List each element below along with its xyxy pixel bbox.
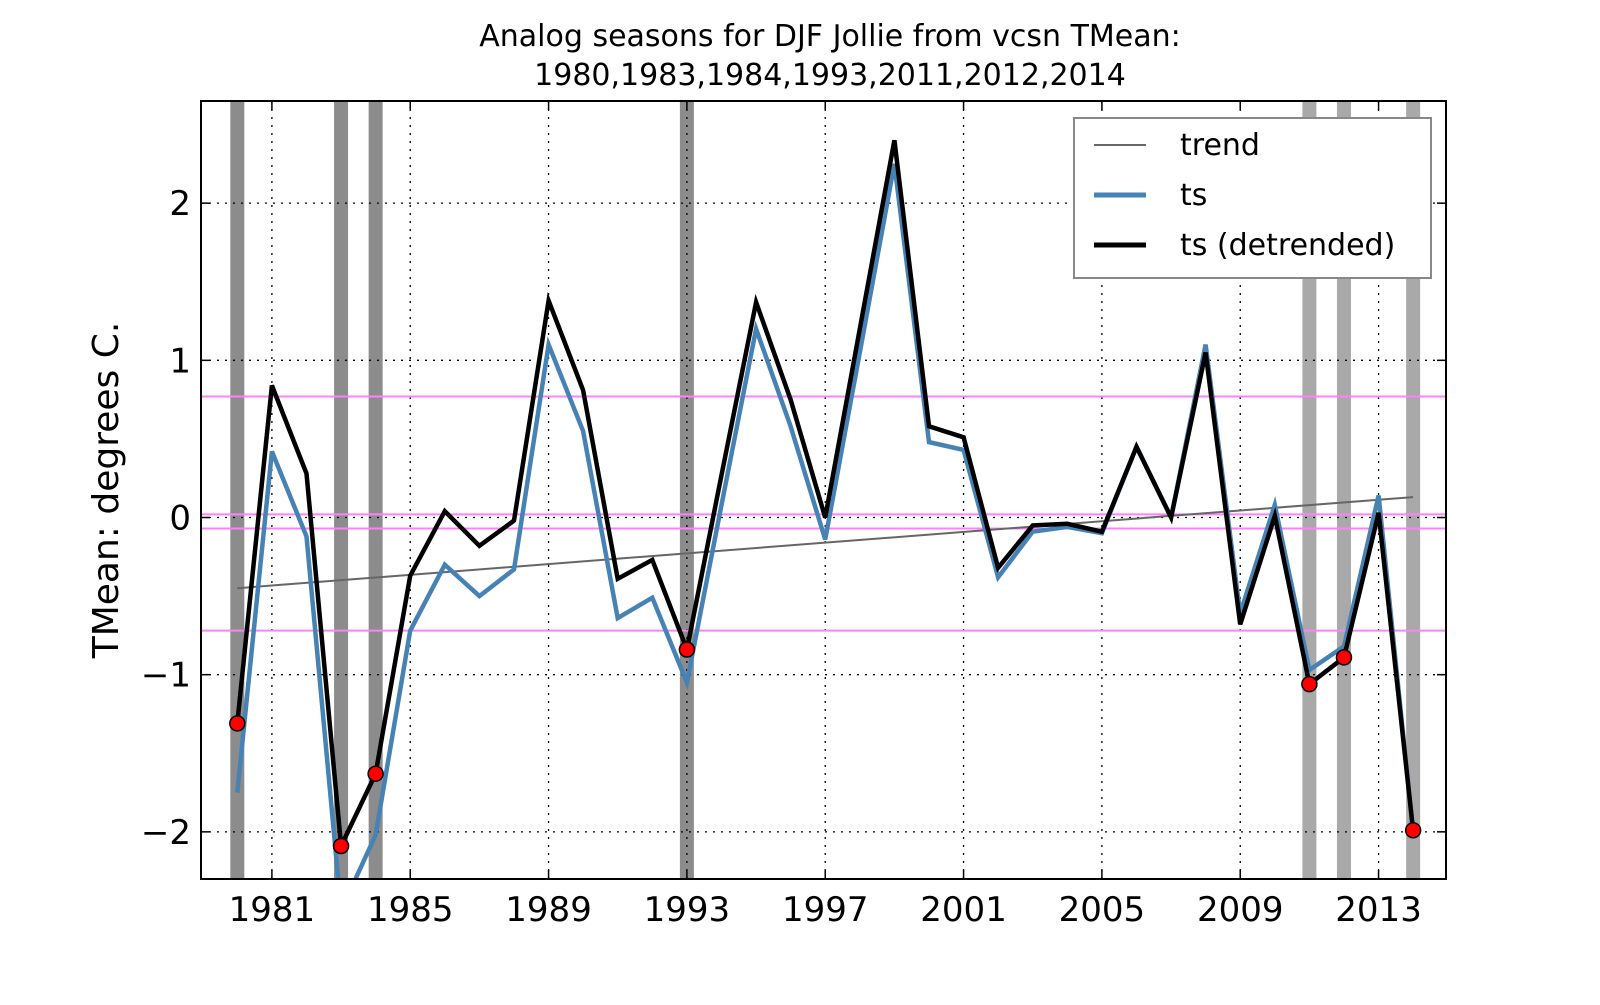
- analog-band: [334, 101, 349, 879]
- ts-detrended-line: [235, 139, 1416, 855]
- analog-marker: [229, 715, 246, 732]
- legend-trend-label: trend: [1180, 128, 1260, 163]
- y-tick-label: 0: [169, 499, 191, 539]
- x-tick-label: 2001: [920, 890, 1007, 930]
- y-axis-label: TMean: degrees C.: [86, 322, 127, 660]
- analog-band: [368, 101, 383, 879]
- analog-band: [1406, 101, 1421, 879]
- plot-frame: [200, 100, 1447, 880]
- x-tick-label: 1981: [229, 890, 316, 930]
- analog-marker: [1301, 675, 1318, 693]
- chart-subtitle: 1980,1983,1984,1993,2011,2012,2014: [534, 58, 1126, 93]
- x-tick-label: 1997: [782, 890, 869, 930]
- x-tick-label: 1989: [505, 890, 592, 930]
- analog-marker: [332, 837, 350, 855]
- analog-band: [1336, 101, 1351, 879]
- plot-clipped-group: [201, 101, 1446, 879]
- analog-marker: [1404, 822, 1422, 839]
- x-tick-label: 1993: [644, 890, 731, 930]
- y-tick-label: 2: [169, 184, 191, 224]
- y-tick-label: −2: [141, 813, 191, 853]
- y-tick-label: −1: [141, 656, 191, 696]
- y-tick-label: 1: [169, 341, 191, 381]
- legend: trend ts ts (detrended): [1073, 117, 1432, 279]
- x-tick-label: 2009: [1197, 890, 1284, 930]
- analog-marker: [678, 641, 696, 658]
- x-tick-label: 2005: [1059, 890, 1146, 930]
- legend-ts-label: ts: [1180, 178, 1207, 213]
- x-tick-label: 1985: [367, 890, 454, 930]
- trend-line: [237, 496, 1414, 590]
- analog-band: [679, 101, 694, 879]
- analog-marker: [367, 765, 384, 782]
- analog-marker: [1335, 649, 1353, 666]
- x-tick-label: 2013: [1335, 890, 1422, 930]
- legend-ts-detrended-label: ts (detrended): [1180, 228, 1395, 263]
- chart-title: Analog seasons for DJF Jollie from vcsn …: [479, 19, 1181, 54]
